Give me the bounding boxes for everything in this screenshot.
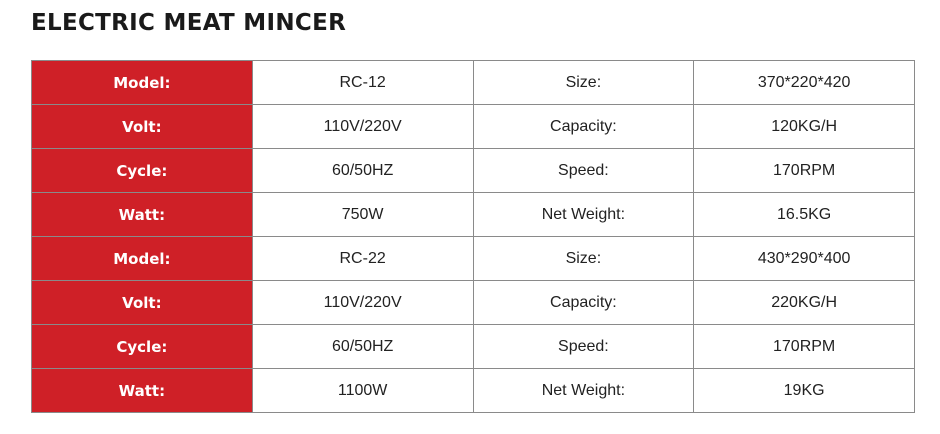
spec-value: 220KG/H <box>693 280 915 325</box>
table-row: Watt: 1100W Net Weight: 19KG <box>31 368 915 413</box>
table-row: Cycle: 60/50HZ Speed: 170RPM <box>31 324 915 369</box>
spec-value: 1100W <box>251 368 474 413</box>
spec-label: Model: <box>31 60 253 105</box>
table-row: Model: RC-22 Size: 430*290*400 <box>31 236 915 281</box>
spec-label: Speed: <box>472 324 695 369</box>
spec-label: Net Weight: <box>472 368 695 413</box>
page-title: ELECTRIC MEAT MINCER <box>31 10 347 36</box>
spec-value: RC-22 <box>251 236 474 281</box>
table-row: Watt: 750W Net Weight: 16.5KG <box>31 192 915 237</box>
spec-label: Speed: <box>472 148 695 193</box>
spec-table: Model: RC-12 Size: 370*220*420 Volt: 110V/220… <box>31 60 915 413</box>
spec-value: 60/50HZ <box>251 148 474 193</box>
spec-value: 750W <box>251 192 474 237</box>
spec-label: Volt: <box>31 104 253 149</box>
spec-label: Cycle: <box>31 324 253 369</box>
spec-value: 370*220*420 <box>693 60 915 105</box>
spec-label: Capacity: <box>472 280 695 325</box>
spec-label: Watt: <box>31 192 253 237</box>
spec-label: Model: <box>31 236 253 281</box>
spec-value: RC-12 <box>251 60 474 105</box>
spec-value: 170RPM <box>693 324 915 369</box>
spec-value: 110V/220V <box>251 104 474 149</box>
spec-value: 170RPM <box>693 148 915 193</box>
spec-label: Watt: <box>31 368 253 413</box>
spec-label: Net Weight: <box>472 192 695 237</box>
table-row: Model: RC-12 Size: 370*220*420 <box>31 60 915 105</box>
spec-label: Capacity: <box>472 104 695 149</box>
spec-value: 60/50HZ <box>251 324 474 369</box>
spec-value: 110V/220V <box>251 280 474 325</box>
spec-label: Size: <box>472 236 695 281</box>
table-row: Cycle: 60/50HZ Speed: 170RPM <box>31 148 915 193</box>
table-row: Volt: 110V/220V Capacity: 120KG/H <box>31 104 915 149</box>
spec-value: 430*290*400 <box>693 236 915 281</box>
spec-label: Size: <box>472 60 695 105</box>
spec-value: 16.5KG <box>693 192 915 237</box>
spec-value: 19KG <box>693 368 915 413</box>
spec-label: Volt: <box>31 280 253 325</box>
table-row: Volt: 110V/220V Capacity: 220KG/H <box>31 280 915 325</box>
spec-label: Cycle: <box>31 148 253 193</box>
spec-value: 120KG/H <box>693 104 915 149</box>
